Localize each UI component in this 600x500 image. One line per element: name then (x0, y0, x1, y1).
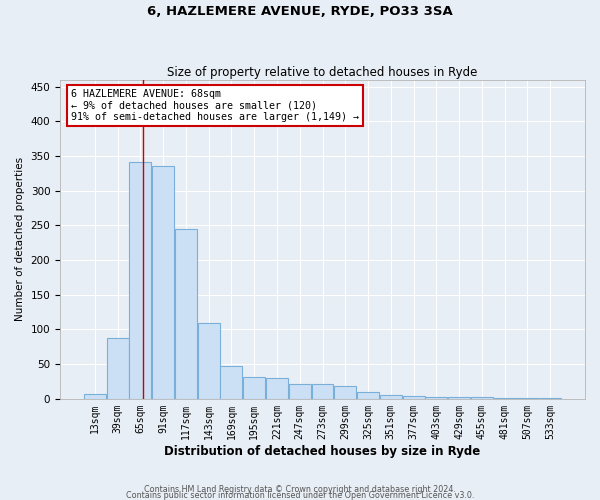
Bar (175, 229, 197, 399)
Bar (494, 398, 515, 399)
Y-axis label: Number of detached properties: Number of detached properties (15, 157, 25, 322)
Bar (334, 386, 356, 399)
X-axis label: Distribution of detached houses by size in Ryde: Distribution of detached houses by size … (164, 444, 481, 458)
Bar (380, 396, 402, 399)
Bar (539, 398, 561, 399)
Bar (130, 162, 151, 399)
Bar (289, 384, 311, 399)
Bar (425, 397, 447, 399)
Bar (448, 398, 470, 399)
Bar (198, 322, 220, 399)
Bar (266, 378, 288, 399)
Bar (84, 394, 106, 399)
Text: Contains HM Land Registry data © Crown copyright and database right 2024.: Contains HM Land Registry data © Crown c… (144, 485, 456, 494)
Bar (220, 366, 242, 399)
Bar (152, 166, 174, 399)
Bar (107, 338, 128, 399)
Bar (311, 384, 334, 399)
Text: 6 HAZLEMERE AVENUE: 68sqm
← 9% of detached houses are smaller (120)
91% of semi-: 6 HAZLEMERE AVENUE: 68sqm ← 9% of detach… (71, 89, 359, 122)
Text: 6, HAZLEMERE AVENUE, RYDE, PO33 3SA: 6, HAZLEMERE AVENUE, RYDE, PO33 3SA (147, 5, 453, 18)
Text: Contains public sector information licensed under the Open Government Licence v3: Contains public sector information licen… (126, 490, 474, 500)
Bar (357, 392, 379, 399)
Bar (243, 376, 265, 399)
Bar (517, 398, 538, 399)
Bar (471, 398, 493, 399)
Title: Size of property relative to detached houses in Ryde: Size of property relative to detached ho… (167, 66, 478, 78)
Bar (403, 396, 425, 399)
